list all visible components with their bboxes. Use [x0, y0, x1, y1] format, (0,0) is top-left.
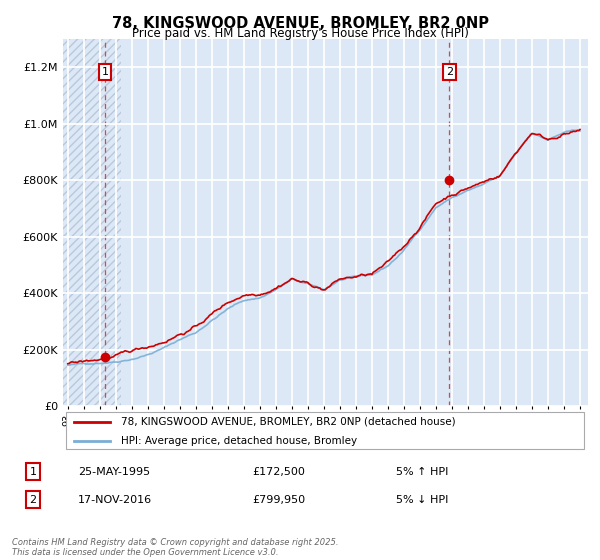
Text: 78, KINGSWOOD AVENUE, BROMLEY, BR2 0NP (detached house): 78, KINGSWOOD AVENUE, BROMLEY, BR2 0NP (…: [121, 417, 455, 427]
Text: 5% ↓ HPI: 5% ↓ HPI: [396, 494, 448, 505]
Text: 78, KINGSWOOD AVENUE, BROMLEY, BR2 0NP: 78, KINGSWOOD AVENUE, BROMLEY, BR2 0NP: [112, 16, 488, 31]
Text: £799,950: £799,950: [252, 494, 305, 505]
Bar: [63, 39, 121, 406]
Text: 5% ↑ HPI: 5% ↑ HPI: [396, 466, 448, 477]
Text: 25-MAY-1995: 25-MAY-1995: [78, 466, 150, 477]
Text: Price paid vs. HM Land Registry's House Price Index (HPI): Price paid vs. HM Land Registry's House …: [131, 27, 469, 40]
Text: HPI: Average price, detached house, Bromley: HPI: Average price, detached house, Brom…: [121, 436, 357, 446]
Text: 2: 2: [446, 67, 453, 77]
Text: £172,500: £172,500: [252, 466, 305, 477]
Text: 1: 1: [101, 67, 109, 77]
FancyBboxPatch shape: [65, 412, 584, 449]
Text: 1: 1: [29, 466, 37, 477]
Text: 2: 2: [29, 494, 37, 505]
Text: Contains HM Land Registry data © Crown copyright and database right 2025.
This d: Contains HM Land Registry data © Crown c…: [12, 538, 338, 557]
Text: 17-NOV-2016: 17-NOV-2016: [78, 494, 152, 505]
